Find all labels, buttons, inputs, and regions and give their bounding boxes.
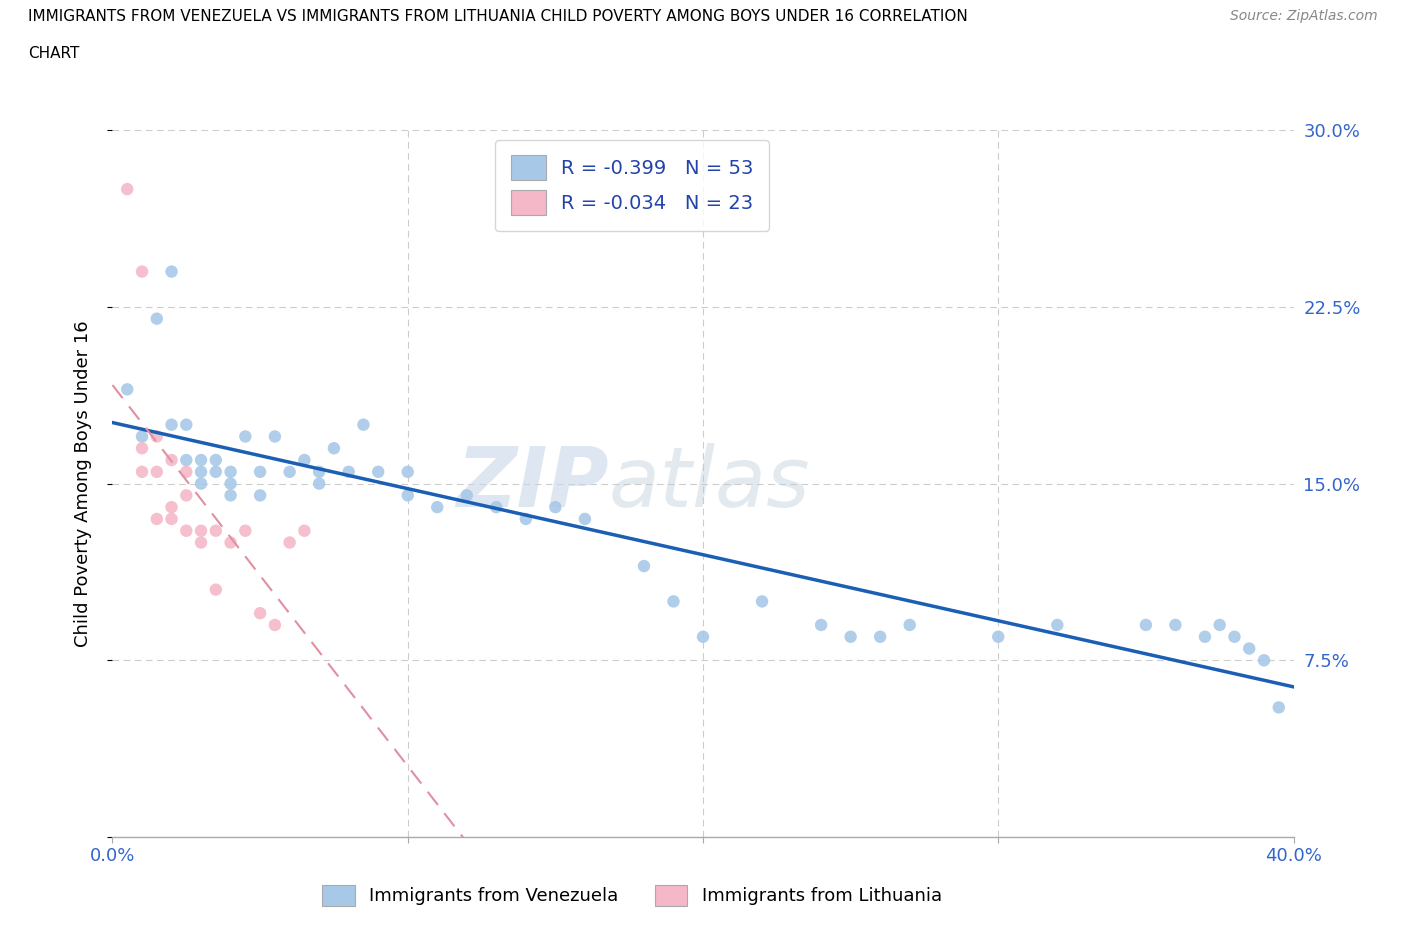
Point	[1194, 630, 1216, 644]
Point	[146, 464, 169, 479]
Point	[160, 418, 183, 432]
Point	[219, 535, 242, 550]
Point	[117, 382, 138, 397]
Point	[1164, 618, 1187, 632]
Point	[219, 476, 242, 491]
Point	[292, 453, 315, 468]
Point	[839, 630, 862, 644]
Point	[249, 488, 271, 503]
Point	[146, 512, 169, 526]
Point	[160, 453, 183, 468]
Point	[174, 524, 197, 538]
Point	[174, 464, 197, 479]
Text: Source: ZipAtlas.com: Source: ZipAtlas.com	[1230, 9, 1378, 23]
Point	[337, 464, 360, 479]
Point	[174, 418, 197, 432]
Point	[131, 464, 153, 479]
Point	[456, 488, 478, 503]
Point	[219, 464, 242, 479]
Point	[574, 512, 596, 526]
Point	[131, 441, 153, 456]
Point	[1253, 653, 1275, 668]
Point	[160, 512, 183, 526]
Y-axis label: Child Poverty Among Boys Under 16: Child Poverty Among Boys Under 16	[73, 320, 91, 647]
Point	[219, 488, 242, 503]
Point	[131, 264, 153, 279]
Point	[233, 524, 256, 538]
Point	[1208, 618, 1232, 632]
Text: ZIP: ZIP	[456, 443, 609, 525]
Legend: Immigrants from Venezuela, Immigrants from Lithuania: Immigrants from Venezuela, Immigrants fr…	[315, 878, 949, 912]
Point	[544, 499, 567, 514]
Point	[633, 559, 655, 574]
Point	[205, 453, 228, 468]
Point	[146, 429, 169, 444]
Point	[308, 464, 330, 479]
Point	[190, 464, 212, 479]
Point	[1135, 618, 1157, 632]
Point	[869, 630, 891, 644]
Point	[174, 488, 197, 503]
Point	[190, 524, 212, 538]
Point	[367, 464, 389, 479]
Point	[308, 476, 330, 491]
Point	[190, 476, 212, 491]
Text: atlas: atlas	[609, 443, 810, 525]
Point	[898, 618, 921, 632]
Point	[278, 535, 301, 550]
Point	[190, 535, 212, 550]
Point	[205, 582, 228, 597]
Point	[810, 618, 832, 632]
Point	[396, 464, 419, 479]
Point	[249, 464, 271, 479]
Point	[146, 312, 169, 326]
Point	[174, 453, 197, 468]
Point	[396, 488, 419, 503]
Point	[264, 618, 287, 632]
Point	[160, 264, 183, 279]
Point	[692, 630, 714, 644]
Point	[426, 499, 449, 514]
Text: IMMIGRANTS FROM VENEZUELA VS IMMIGRANTS FROM LITHUANIA CHILD POVERTY AMONG BOYS : IMMIGRANTS FROM VENEZUELA VS IMMIGRANTS …	[28, 9, 967, 24]
Point	[485, 499, 508, 514]
Text: CHART: CHART	[28, 46, 80, 61]
Point	[1223, 630, 1246, 644]
Point	[249, 605, 271, 620]
Point	[751, 594, 773, 609]
Point	[1046, 618, 1069, 632]
Point	[323, 441, 346, 456]
Point	[515, 512, 537, 526]
Point	[662, 594, 685, 609]
Point	[190, 453, 212, 468]
Point	[1239, 641, 1261, 656]
Point	[205, 464, 228, 479]
Point	[264, 429, 287, 444]
Point	[205, 524, 228, 538]
Point	[1268, 700, 1291, 715]
Point	[117, 181, 138, 196]
Point	[160, 499, 183, 514]
Point	[292, 524, 315, 538]
Point	[278, 464, 301, 479]
Point	[131, 429, 153, 444]
Point	[352, 418, 374, 432]
Point	[233, 429, 256, 444]
Point	[987, 630, 1010, 644]
